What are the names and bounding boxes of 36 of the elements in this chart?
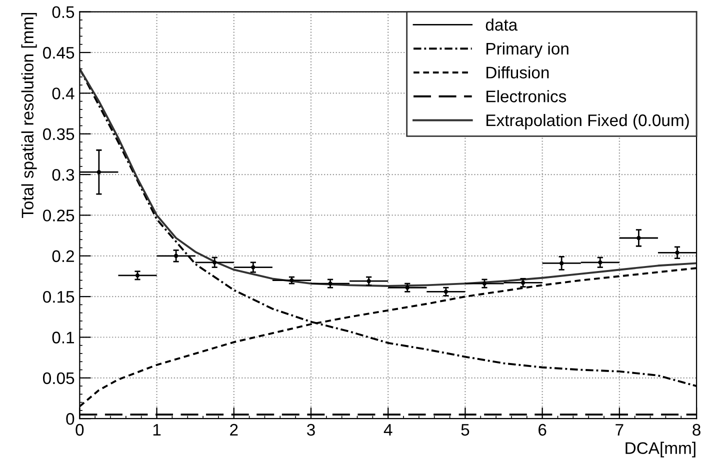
point	[636, 236, 641, 240]
x-tick-label: 8	[692, 424, 700, 436]
y-tick-label: 0.45	[43, 46, 74, 59]
legend-label: Extrapolation Fixed (0.0um)	[486, 114, 689, 130]
legend-label: Electronics	[486, 90, 566, 102]
point	[675, 250, 680, 255]
y-tick-label: 0	[66, 413, 74, 425]
legend-label: data	[486, 18, 518, 31]
x-tick-label: 1	[153, 424, 161, 436]
point	[174, 254, 178, 258]
x-tick-label: 6	[538, 424, 546, 436]
line-series	[80, 68, 697, 287]
x-tick-label: 3	[306, 424, 315, 436]
y-tick-label: 0.1	[52, 332, 74, 344]
y-tick-label: 0.25	[43, 210, 74, 222]
point	[560, 261, 564, 266]
y-tick-label: 0.05	[43, 372, 74, 384]
legend-label: Primary ion	[486, 42, 568, 58]
point	[598, 260, 602, 264]
y-tick-label: 0.15	[43, 290, 74, 303]
x-tick-label: 0	[76, 424, 84, 436]
y-axis-title: Total spatial resolution [mm]	[21, 13, 37, 218]
y-tick-label: 0.4	[52, 88, 74, 100]
y-tick-label: 0.3	[52, 168, 74, 181]
y-tick-label: 0.2	[52, 250, 74, 262]
x-axis-title: DCA[mm]	[626, 442, 696, 458]
legend-label: Diffusion	[486, 66, 549, 78]
point	[212, 260, 217, 264]
x-tick-label: 5	[461, 424, 470, 436]
x-tick-label: 7	[616, 424, 624, 436]
x-tick-label: 2	[230, 424, 238, 436]
point	[96, 170, 102, 174]
y-tick-label: 0.5	[52, 6, 74, 18]
x-tick-label: 4	[384, 424, 392, 436]
y-tick-label: 0.35	[43, 128, 74, 140]
point	[251, 265, 256, 270]
